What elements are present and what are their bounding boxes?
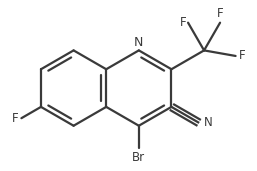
- Text: F: F: [180, 16, 186, 29]
- Text: N: N: [134, 36, 143, 49]
- Text: F: F: [12, 112, 19, 125]
- Text: F: F: [238, 49, 245, 62]
- Text: Br: Br: [132, 151, 145, 164]
- Text: N: N: [204, 116, 213, 129]
- Text: F: F: [217, 7, 223, 20]
